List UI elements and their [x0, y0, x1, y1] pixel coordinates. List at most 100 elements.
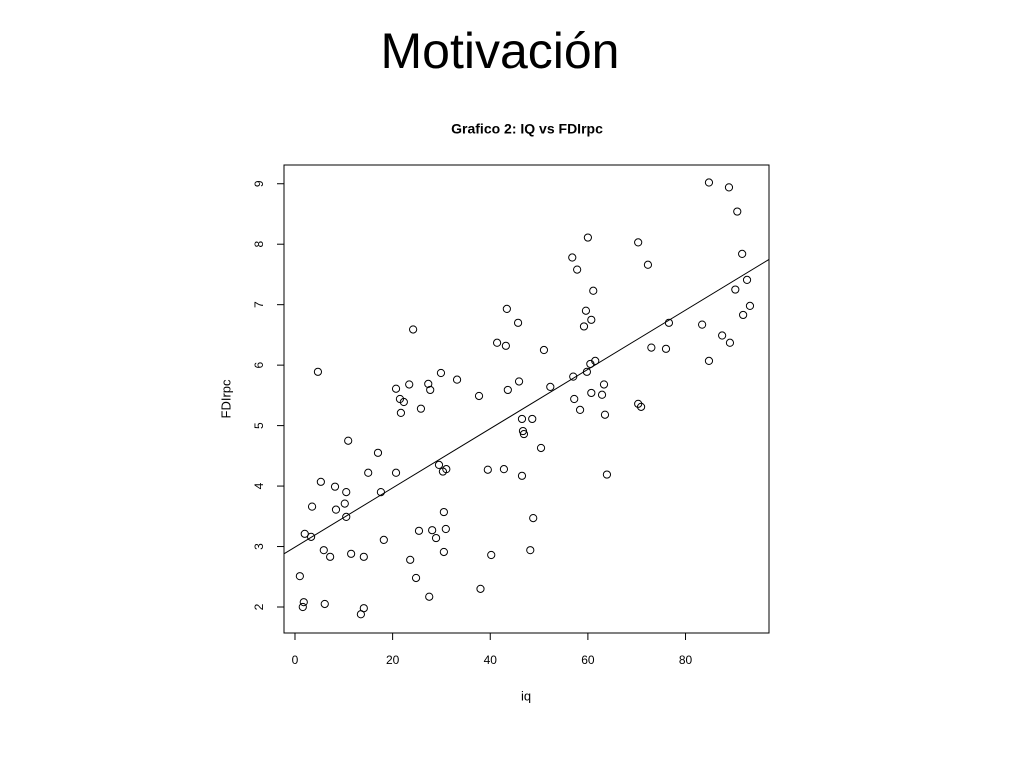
- x-tick-label: 0: [292, 653, 299, 667]
- point: [704, 356, 714, 366]
- point: [647, 343, 656, 352]
- point: [428, 526, 437, 535]
- point: [391, 468, 401, 477]
- point: [306, 532, 316, 541]
- point: [425, 592, 434, 601]
- point: [733, 207, 742, 216]
- point: [725, 338, 735, 347]
- point: [414, 526, 424, 535]
- point: [536, 443, 546, 453]
- point: [587, 388, 596, 398]
- point: [426, 385, 435, 395]
- point: [439, 547, 448, 557]
- x-tick-label: 20: [386, 653, 400, 667]
- point: [376, 488, 386, 497]
- y-tick-label: 3: [252, 543, 266, 550]
- point: [579, 322, 589, 331]
- point: [320, 599, 329, 609]
- point: [298, 602, 307, 612]
- point: [526, 546, 535, 555]
- x-tick-label: 80: [679, 653, 693, 667]
- point: [718, 331, 727, 340]
- point: [340, 499, 349, 508]
- point: [299, 598, 308, 607]
- point: [742, 275, 752, 284]
- chart-title: Grafico 2: IQ vs FDIrpc: [451, 121, 603, 137]
- point: [492, 338, 502, 347]
- point: [546, 382, 555, 392]
- point: [745, 301, 755, 310]
- point: [517, 414, 527, 424]
- point: [356, 610, 365, 619]
- point: [347, 549, 356, 558]
- y-tick-label: 4: [252, 482, 266, 489]
- point: [399, 397, 408, 407]
- point: [731, 285, 740, 294]
- point: [528, 414, 537, 424]
- y-tick-label: 5: [252, 422, 266, 429]
- point: [698, 320, 707, 329]
- x-tick-label: 60: [581, 653, 595, 667]
- point: [597, 390, 607, 399]
- point: [517, 471, 527, 480]
- point: [599, 380, 609, 389]
- point: [326, 552, 335, 561]
- point: [424, 379, 433, 388]
- x-tick-label: 40: [484, 653, 498, 667]
- point: [575, 405, 585, 414]
- point: [661, 344, 671, 353]
- point: [739, 310, 748, 320]
- point: [331, 505, 341, 514]
- point: [307, 502, 317, 511]
- point: [634, 399, 643, 408]
- point: [634, 238, 643, 247]
- y-tick-label: 8: [252, 241, 266, 248]
- point: [582, 367, 592, 376]
- point: [373, 448, 383, 457]
- point: [359, 552, 368, 561]
- point: [319, 546, 328, 555]
- point: [431, 533, 441, 543]
- point: [409, 325, 418, 334]
- point: [704, 178, 714, 187]
- point: [636, 402, 646, 411]
- point: [738, 249, 747, 258]
- point: [602, 470, 612, 479]
- point: [295, 572, 304, 581]
- point: [474, 391, 484, 401]
- point: [503, 385, 512, 395]
- point: [581, 306, 591, 315]
- point: [411, 573, 421, 583]
- point: [452, 375, 462, 384]
- slide-title: Motivación: [381, 23, 620, 79]
- point: [664, 318, 674, 327]
- fit-line: [283, 259, 770, 555]
- point: [441, 524, 450, 534]
- point: [316, 477, 325, 486]
- point: [434, 460, 444, 470]
- point: [514, 377, 524, 386]
- point: [583, 233, 592, 242]
- point: [502, 304, 511, 314]
- point: [529, 514, 538, 523]
- point: [406, 555, 415, 564]
- point: [313, 367, 323, 376]
- x-axis-label: iq: [521, 688, 531, 703]
- point: [519, 429, 529, 439]
- point: [436, 368, 446, 378]
- point: [586, 359, 595, 369]
- point: [342, 488, 351, 497]
- point: [513, 318, 523, 327]
- point: [364, 468, 373, 477]
- point: [600, 410, 610, 419]
- y-tick-label: 9: [252, 180, 266, 187]
- point: [416, 404, 426, 413]
- y-tick-label: 6: [252, 361, 266, 368]
- point: [587, 315, 596, 324]
- point: [379, 535, 388, 544]
- point: [573, 265, 582, 274]
- point: [589, 286, 598, 295]
- point: [344, 436, 353, 445]
- point: [476, 584, 485, 593]
- point: [438, 467, 448, 476]
